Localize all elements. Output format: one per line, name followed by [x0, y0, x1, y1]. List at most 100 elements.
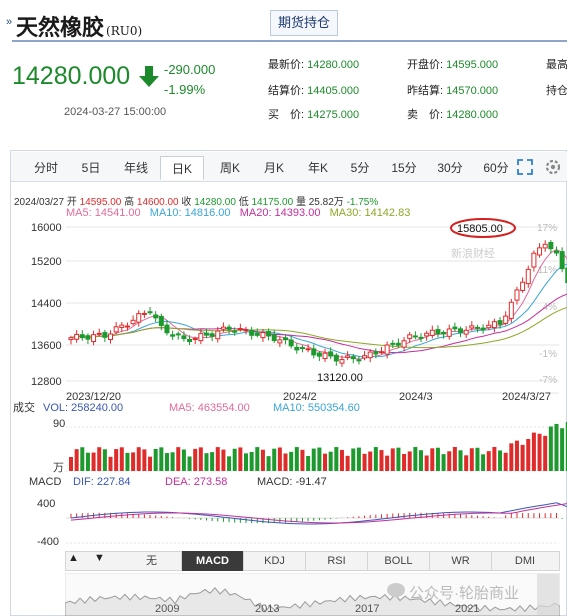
candle-body	[350, 356, 356, 360]
fullscreen-icon[interactable]	[516, 158, 534, 176]
volume-bar	[227, 456, 232, 471]
volume-bar	[554, 423, 559, 471]
change-percent: -1.99%	[164, 82, 206, 97]
volume-bar	[300, 449, 305, 471]
macd-label: MACD	[29, 476, 61, 488]
indicator-none[interactable]: 无	[122, 551, 182, 571]
ma-legend: MA5: 14541.00 MA10: 14816.00 MA20: 14393…	[66, 207, 410, 219]
tab-5day[interactable]: 5日	[81, 161, 101, 175]
candle-body	[520, 281, 526, 291]
candle-body	[373, 351, 379, 355]
volume-bar	[469, 448, 474, 471]
candle-body	[458, 328, 464, 333]
volume-bar	[543, 435, 548, 471]
candle-body	[192, 338, 198, 341]
ma30-label: MA30: 14142.83	[329, 207, 411, 219]
candle-body	[378, 351, 384, 354]
volume-bar	[69, 457, 73, 471]
price-change: -290.000 -1.99%	[164, 60, 215, 100]
candle-body	[559, 251, 565, 270]
macd-dea: DEA: 273.58	[165, 476, 227, 488]
volume-bar	[390, 448, 395, 471]
candle-body	[486, 324, 492, 329]
tab-30min[interactable]: 30分	[437, 161, 463, 175]
vol-axis-top: 90	[53, 418, 65, 430]
tab-60min[interactable]: 60分	[483, 161, 509, 175]
candle-body	[407, 334, 413, 339]
candle-body	[463, 329, 469, 335]
macd-value: MACD: -91.47	[257, 476, 327, 488]
candle-body	[322, 352, 328, 360]
candle-body	[153, 314, 159, 319]
volume-bar	[176, 447, 181, 471]
tab-monthly-k[interactable]: 月K	[263, 161, 284, 175]
candle-body	[316, 352, 322, 357]
candle-body	[271, 334, 277, 342]
volume-bar	[238, 447, 243, 471]
tab-15min[interactable]: 15分	[391, 161, 417, 175]
candle-body	[469, 325, 475, 329]
tab-futures-position[interactable]: 期货持仓	[270, 10, 338, 36]
candle-body	[249, 329, 255, 336]
candle-body	[220, 326, 226, 330]
candle-body	[203, 332, 209, 336]
candle-body	[508, 301, 514, 319]
candle-body	[113, 326, 119, 333]
tab-intraday[interactable]: 分时	[33, 161, 58, 175]
overview-year: 2013	[255, 603, 279, 615]
volume-bar	[181, 449, 186, 471]
candle-body	[209, 333, 215, 337]
macd-axis-top: 400	[37, 498, 55, 510]
volume-bar	[514, 440, 519, 471]
candle-body	[79, 334, 85, 339]
candle-body	[548, 241, 554, 250]
tab-daily-k[interactable]: 日K	[160, 156, 204, 180]
indicator-wr[interactable]: WR	[430, 551, 492, 571]
candle-body	[328, 351, 334, 357]
volume-bar	[368, 451, 373, 471]
volume-bar	[317, 447, 322, 471]
volume-bar	[345, 455, 350, 471]
tab-year-line[interactable]: 年线	[123, 161, 148, 175]
candle-body	[187, 338, 193, 343]
volume-label: 成交	[13, 400, 35, 414]
price-axis-label: 12800	[31, 376, 62, 388]
indicator-boll[interactable]: BOLL	[368, 551, 430, 571]
settings-icon[interactable]	[543, 157, 563, 177]
indicator-rsi[interactable]: RSI	[306, 551, 368, 571]
scroll-up-icon[interactable]: ▲	[68, 552, 79, 564]
volume-bar	[447, 451, 452, 471]
overview-navigator[interactable]: 2009 2013 2017 2021	[65, 573, 560, 616]
volume-bar	[351, 448, 356, 471]
volume-bar	[339, 449, 344, 471]
candle-body	[288, 339, 294, 347]
volume-bar	[119, 447, 124, 471]
indicator-kdj[interactable]: KDJ	[244, 551, 306, 571]
navigator-handle[interactable]	[537, 574, 559, 615]
tab-yearly-k[interactable]: 年K	[307, 161, 328, 175]
overview-year: 2017	[355, 603, 379, 615]
indicator-macd[interactable]: MACD	[182, 551, 244, 571]
price-axis-label: 15200	[31, 256, 62, 268]
ma30-line	[70, 306, 567, 349]
scroll-down-icon[interactable]: ▼	[94, 552, 105, 564]
candle-body	[158, 315, 164, 327]
candle-body	[491, 321, 497, 329]
macd-dea-line	[70, 503, 567, 524]
indicator-dmi[interactable]: DMI	[514, 555, 536, 567]
volume-bar	[102, 449, 107, 471]
tab-weekly-k[interactable]: 周K	[219, 161, 240, 175]
volume-bar	[362, 453, 367, 471]
candle-body	[136, 313, 142, 323]
ma10-label: MA10: 14816.00	[149, 207, 231, 219]
tab-5min[interactable]: 5分	[350, 161, 370, 175]
ma5-line	[70, 248, 567, 360]
volume-bar	[356, 447, 361, 471]
candle-body	[147, 311, 153, 314]
volume-bar	[114, 449, 119, 471]
volume-bar	[215, 447, 220, 471]
candle-body	[124, 325, 130, 328]
volume-bar	[548, 426, 553, 471]
field-open: 开盘价: 14595.000	[407, 59, 499, 71]
kline-chart[interactable]: 16000 15200 14400 13600 12800 17% 11% 4%…	[11, 215, 567, 551]
